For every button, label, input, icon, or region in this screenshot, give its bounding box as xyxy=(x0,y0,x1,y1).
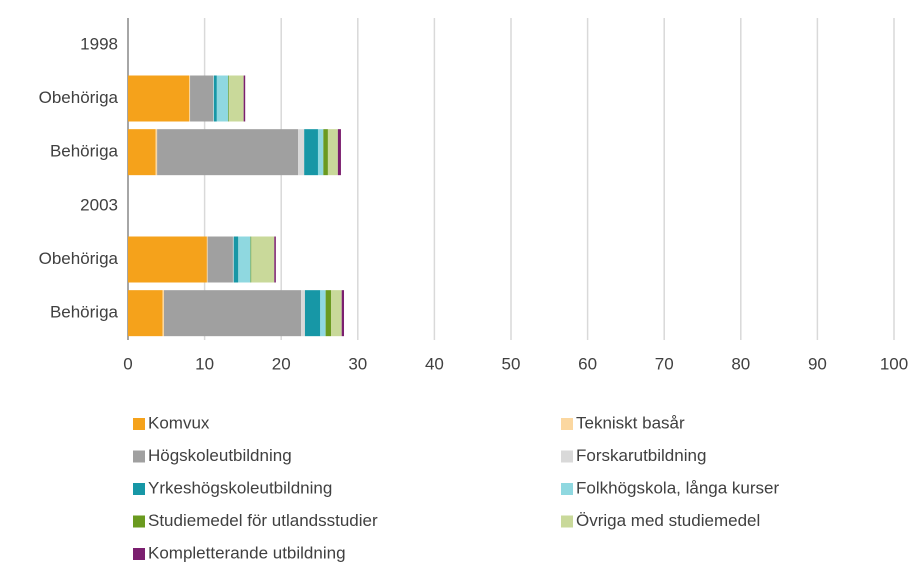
bar-segment xyxy=(229,75,244,122)
bar-segment xyxy=(155,129,158,176)
legend-swatch xyxy=(133,483,145,495)
bar-segment xyxy=(250,236,252,283)
y-tick-label: Behöriga xyxy=(50,142,119,161)
legend-label: Folkhögskola, långa kurser xyxy=(576,478,780,497)
x-tick-label: 100 xyxy=(880,354,908,373)
x-tick-label: 40 xyxy=(425,354,444,373)
bar-segment xyxy=(216,75,229,122)
bar-segment xyxy=(323,129,328,176)
bar-segment xyxy=(128,75,190,122)
y-tick-label: Obehöriga xyxy=(39,249,119,268)
legend-label: Högskoleutbildning xyxy=(148,446,292,465)
bar-segment xyxy=(128,129,156,176)
bar-segment xyxy=(189,75,191,122)
x-tick-label: 60 xyxy=(578,354,597,373)
bar-segment xyxy=(128,236,207,283)
bar-segment xyxy=(337,129,341,176)
bar-segment xyxy=(207,236,233,283)
bar-segment xyxy=(304,129,318,176)
legend-swatch xyxy=(133,515,145,528)
x-tick-label: 0 xyxy=(123,354,132,373)
legend-label: Studiemedel för utlandsstudier xyxy=(148,511,378,530)
bar-segment xyxy=(213,75,214,122)
x-tick-label: 70 xyxy=(655,354,674,373)
y-tick-label: 2003 xyxy=(80,195,118,214)
legend-swatch xyxy=(133,548,145,560)
bar-segment xyxy=(164,290,302,337)
legend-swatch xyxy=(133,450,145,463)
bar-segment xyxy=(330,290,342,337)
bar-segment xyxy=(157,129,299,176)
legend-swatch xyxy=(561,483,573,495)
legend-swatch xyxy=(561,450,573,463)
bar-segment xyxy=(304,290,321,337)
x-tick-label: 90 xyxy=(808,354,827,373)
bar-segment xyxy=(238,236,251,283)
legend-swatch xyxy=(561,418,573,430)
bar-segment xyxy=(298,129,305,176)
bar-segment xyxy=(233,236,239,283)
bar-segment xyxy=(228,75,230,122)
legend-label: Komvux xyxy=(148,413,210,432)
y-tick-label: 1998 xyxy=(80,34,118,53)
legend-label: Tekniskt basår xyxy=(576,413,685,432)
bar-segment xyxy=(274,236,276,283)
legend-label: Kompletterande utbildning xyxy=(148,543,346,562)
bar-segment xyxy=(190,75,214,122)
x-tick-label: 30 xyxy=(348,354,367,373)
bar-segment xyxy=(341,290,345,337)
bar-segment xyxy=(243,75,246,122)
bar-segment xyxy=(301,290,305,337)
legend-swatch xyxy=(133,418,145,430)
bar-segment xyxy=(162,290,165,337)
y-tick-label: Obehöriga xyxy=(39,88,119,107)
bar-segment xyxy=(251,236,275,283)
x-tick-label: 50 xyxy=(502,354,521,373)
legend-label: Forskarutbildning xyxy=(576,446,706,465)
y-tick-label: Behöriga xyxy=(50,303,119,322)
legend-swatch xyxy=(561,515,573,528)
x-tick-label: 10 xyxy=(195,354,214,373)
bar-segment xyxy=(317,129,324,176)
bar-segment xyxy=(213,75,217,122)
bar-segment xyxy=(325,290,331,337)
bar-segment xyxy=(232,236,234,283)
bar-segment xyxy=(206,236,208,283)
bar-segment xyxy=(327,129,338,176)
bar-segment xyxy=(128,290,163,337)
x-tick-label: 20 xyxy=(272,354,291,373)
legend-label: Övriga med studiemedel xyxy=(576,511,760,530)
bar-segment xyxy=(320,290,326,337)
x-tick-label: 80 xyxy=(731,354,750,373)
legend-label: Yrkeshögskoleutbildning xyxy=(148,478,332,497)
